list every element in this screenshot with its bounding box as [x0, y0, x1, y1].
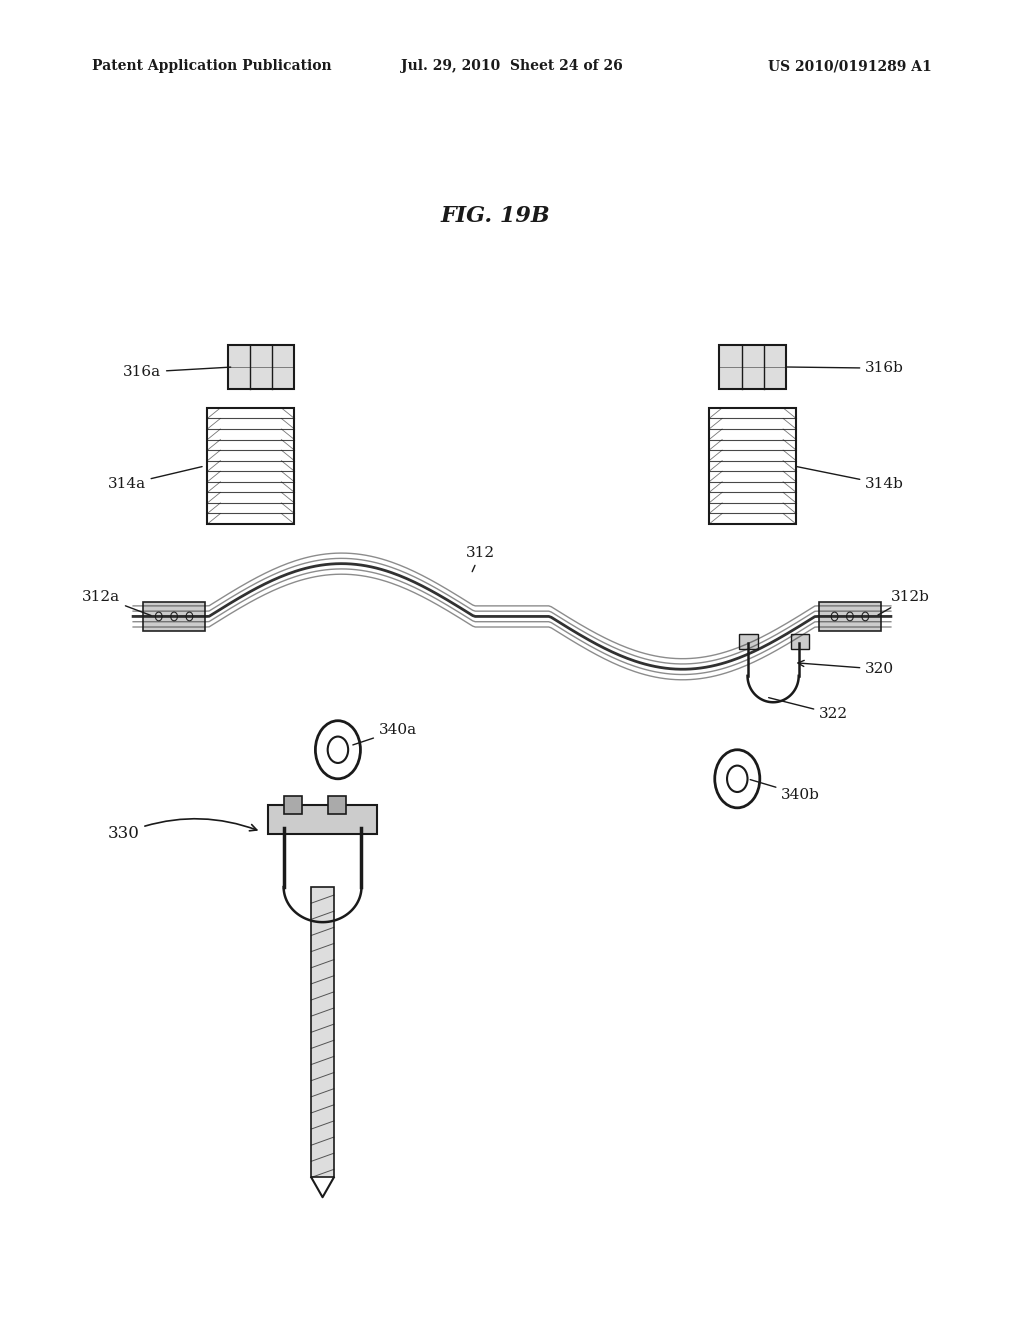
Bar — [311, 887, 334, 1177]
Text: Jul. 29, 2010  Sheet 24 of 26: Jul. 29, 2010 Sheet 24 of 26 — [401, 59, 623, 74]
Text: 316b: 316b — [786, 362, 904, 375]
Bar — [284, 796, 302, 814]
Text: 312: 312 — [466, 546, 495, 572]
Text: 330: 330 — [108, 818, 257, 842]
Bar — [719, 345, 786, 388]
Text: 340a: 340a — [353, 723, 417, 744]
Text: 312b: 312b — [878, 590, 930, 615]
Bar — [819, 602, 881, 631]
Text: FIG. 19B: FIG. 19B — [440, 205, 550, 227]
Text: 314b: 314b — [797, 466, 904, 491]
Text: Patent Application Publication: Patent Application Publication — [92, 59, 332, 74]
Bar — [268, 805, 377, 834]
Bar — [227, 345, 295, 388]
Text: 320: 320 — [798, 660, 894, 676]
Text: 322: 322 — [769, 698, 848, 721]
Bar — [143, 602, 205, 631]
Bar — [207, 408, 295, 524]
Bar — [739, 634, 758, 649]
Bar — [791, 634, 809, 649]
Text: 316a: 316a — [123, 366, 230, 379]
Bar — [328, 796, 346, 814]
Bar — [709, 408, 797, 524]
Text: US 2010/0191289 A1: US 2010/0191289 A1 — [768, 59, 932, 74]
Text: 312a: 312a — [82, 590, 151, 615]
Text: 314a: 314a — [108, 466, 202, 491]
Text: 340b: 340b — [751, 780, 820, 801]
